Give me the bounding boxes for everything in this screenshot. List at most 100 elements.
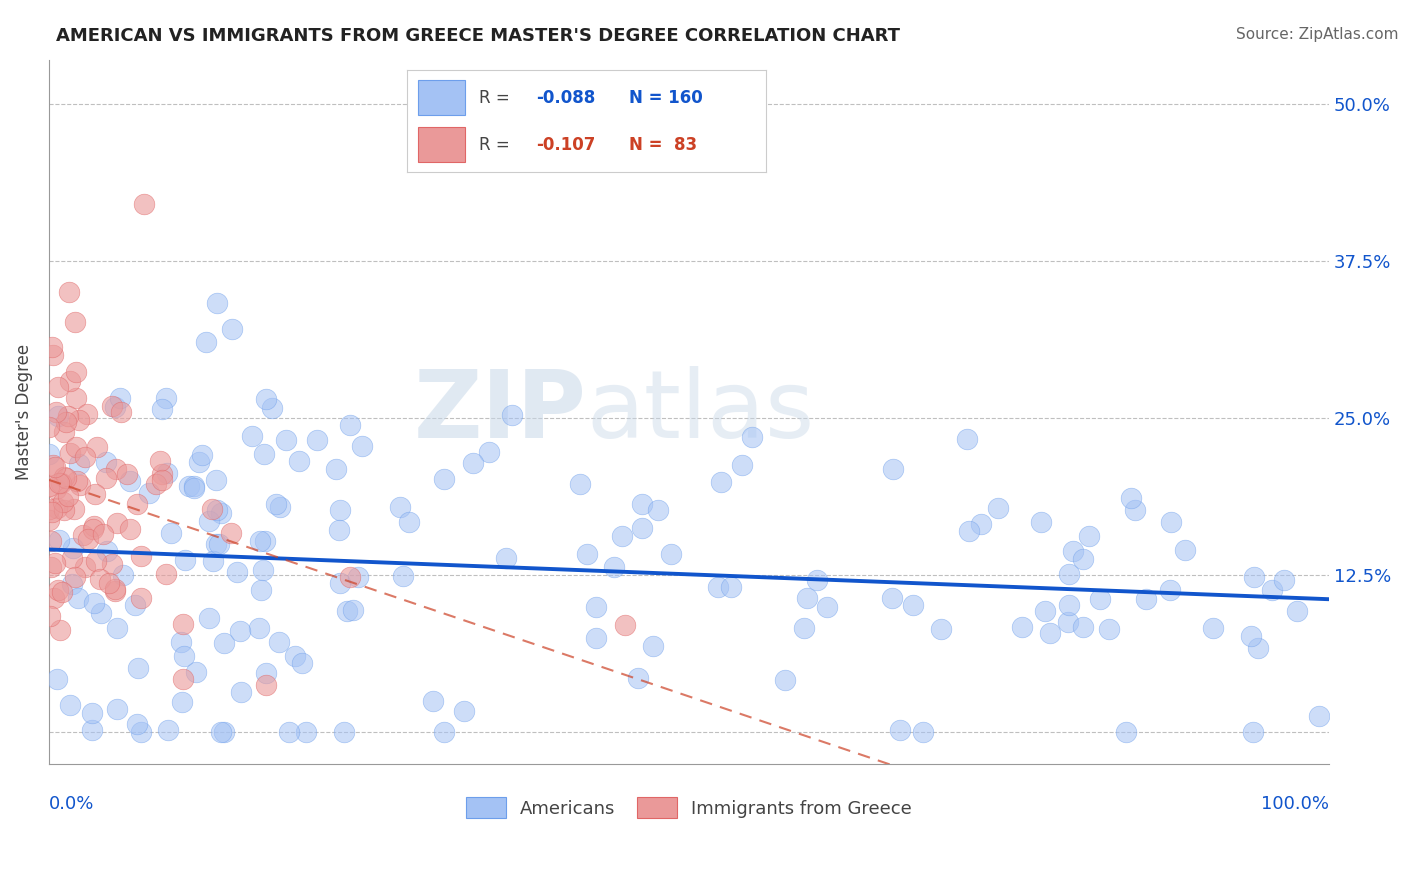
- Point: [911, 725, 934, 739]
- Point: [45, 672, 67, 686]
- Point: [60, 551, 83, 566]
- Point: [880, 591, 903, 606]
- Point: [62, 541, 84, 555]
- Point: [150, 473, 173, 487]
- Point: [1173, 543, 1195, 558]
- Point: [720, 580, 742, 594]
- Point: [501, 409, 523, 423]
- Point: [150, 402, 173, 417]
- Point: [264, 497, 287, 511]
- Point: [111, 567, 134, 582]
- Point: [91, 527, 114, 541]
- Point: [157, 723, 180, 738]
- Point: [183, 481, 205, 495]
- Point: [129, 549, 152, 563]
- Point: [38, 501, 60, 516]
- Point: [105, 621, 128, 635]
- Point: [209, 725, 232, 739]
- Point: [1240, 629, 1263, 643]
- Point: [1135, 592, 1157, 607]
- Point: [987, 501, 1010, 516]
- Point: [575, 547, 598, 561]
- Point: [1159, 582, 1181, 597]
- Point: [201, 554, 224, 568]
- Point: [104, 584, 127, 599]
- Point: [55, 471, 77, 485]
- Point: [63, 314, 86, 328]
- Point: [69, 478, 91, 492]
- Point: [39, 534, 62, 549]
- Point: [173, 649, 195, 664]
- Point: [90, 606, 112, 620]
- Text: Source: ZipAtlas.com: Source: ZipAtlas.com: [1236, 27, 1399, 42]
- Point: [1115, 725, 1137, 739]
- Point: [392, 569, 415, 583]
- Point: [1272, 573, 1295, 587]
- Text: 100.0%: 100.0%: [1261, 796, 1329, 814]
- Point: [398, 515, 420, 529]
- Point: [108, 391, 131, 405]
- Point: [53, 503, 76, 517]
- Point: [101, 400, 124, 414]
- Y-axis label: Master's Degree: Master's Degree: [15, 343, 32, 480]
- Point: [274, 433, 297, 447]
- Point: [339, 569, 361, 583]
- Point: [170, 634, 193, 648]
- Point: [647, 503, 669, 517]
- Text: AMERICAN VS IMMIGRANTS FROM GREECE MASTER'S DEGREE CORRELATION CHART: AMERICAN VS IMMIGRANTS FROM GREECE MASTE…: [56, 27, 900, 45]
- Point: [706, 580, 728, 594]
- Point: [127, 497, 149, 511]
- Point: [58, 285, 80, 300]
- Point: [174, 553, 197, 567]
- Point: [291, 657, 314, 671]
- Point: [278, 725, 301, 739]
- Point: [127, 661, 149, 675]
- Point: [132, 197, 155, 211]
- Point: [42, 348, 65, 362]
- Point: [39, 560, 62, 574]
- Point: [60, 576, 83, 591]
- Point: [1071, 620, 1094, 634]
- Point: [585, 599, 607, 614]
- Point: [41, 505, 63, 519]
- Point: [75, 560, 97, 574]
- Point: [46, 409, 69, 423]
- Point: [127, 716, 149, 731]
- Point: [433, 472, 456, 486]
- Point: [155, 567, 177, 582]
- Point: [205, 473, 228, 487]
- Point: [252, 563, 274, 577]
- Point: [172, 617, 194, 632]
- Point: [46, 582, 69, 597]
- Point: [67, 413, 90, 427]
- Point: [1057, 566, 1080, 581]
- Point: [929, 622, 952, 636]
- Point: [82, 522, 104, 536]
- Point: [1033, 604, 1056, 618]
- Point: [1088, 591, 1111, 606]
- Point: [124, 598, 146, 612]
- Point: [1071, 552, 1094, 566]
- Point: [65, 366, 87, 380]
- Point: [150, 467, 173, 482]
- Point: [56, 409, 79, 423]
- Point: [329, 576, 352, 591]
- Point: [478, 445, 501, 459]
- Point: [339, 418, 361, 433]
- Point: [63, 570, 86, 584]
- Point: [59, 445, 82, 459]
- Point: [806, 573, 828, 587]
- Legend: Americans, Immigrants from Greece: Americans, Immigrants from Greece: [458, 790, 920, 825]
- Point: [205, 503, 228, 517]
- Point: [1029, 515, 1052, 529]
- Point: [46, 380, 69, 394]
- Point: [240, 429, 263, 443]
- Point: [325, 462, 347, 476]
- Point: [80, 706, 103, 720]
- Point: [249, 582, 271, 597]
- Point: [120, 522, 142, 536]
- Point: [226, 566, 249, 580]
- Point: [84, 553, 107, 567]
- Point: [1247, 641, 1270, 656]
- Point: [49, 475, 72, 490]
